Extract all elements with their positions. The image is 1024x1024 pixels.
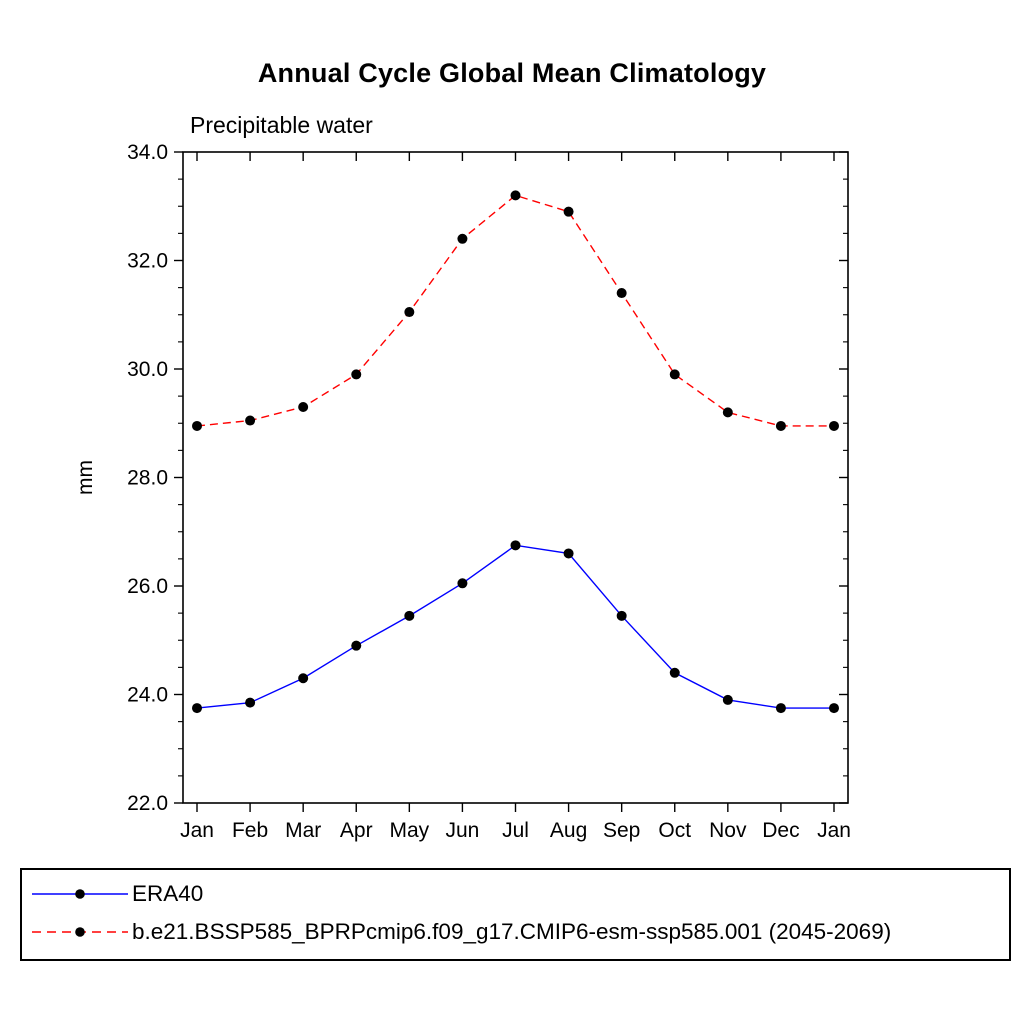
x-tick-label: May — [389, 819, 429, 842]
x-tick-label: Oct — [658, 819, 691, 842]
data-point — [563, 548, 574, 559]
y-tick-label: 28.0 — [127, 467, 168, 490]
data-point — [298, 401, 309, 412]
data-point — [192, 703, 202, 714]
x-tick-label: Dec — [762, 819, 799, 842]
data-point — [722, 407, 733, 418]
legend-item-era40: ERA40 — [30, 875, 1005, 913]
data-point — [563, 206, 574, 217]
data-point — [775, 703, 786, 714]
legend: ERA40 b.e21.BSSP585_BPRPcmip6.f09_g17.CM… — [20, 868, 1011, 961]
data-point — [457, 233, 468, 244]
x-tick-label: Jul — [502, 819, 529, 842]
legend-label-model: b.e21.BSSP585_BPRPcmip6.f09_g17.CMIP6-es… — [132, 919, 892, 944]
data-point — [510, 190, 521, 201]
data-point — [775, 420, 786, 431]
data-point — [722, 694, 733, 705]
y-tick-label: 24.0 — [127, 684, 168, 707]
data-point — [192, 420, 202, 431]
y-tick-label: 32.0 — [127, 250, 168, 273]
data-point — [298, 673, 309, 684]
y-axis-label: mm — [74, 460, 97, 495]
y-tick-label: 34.0 — [127, 141, 168, 164]
x-tick-label: Jun — [445, 819, 479, 842]
series-line-0 — [196, 544, 834, 709]
data-point — [829, 420, 839, 431]
x-tick-label: Feb — [232, 819, 268, 842]
plot-area: Jan Feb Mar Apr May Jun Jul Aug Sep Oct Nov Dec Jan 2… — [74, 141, 851, 842]
y-tick-label: 26.0 — [127, 575, 168, 598]
y-tick-label: 30.0 — [127, 358, 168, 381]
data-point — [245, 697, 256, 708]
legend-label-era40: ERA40 — [132, 881, 204, 906]
legend-item-model: b.e21.BSSP585_BPRPcmip6.f09_g17.CMIP6-es… — [30, 913, 1005, 951]
data-point — [404, 307, 415, 318]
data-point — [245, 415, 256, 426]
x-tick-label: Aug — [550, 819, 587, 842]
data-point — [510, 540, 521, 551]
data-point — [351, 640, 362, 651]
legend-solid-line-marker-icon — [32, 889, 128, 899]
series-line-1 — [196, 194, 834, 427]
x-tick-label: Nov — [709, 819, 747, 842]
plot-frame — [182, 151, 849, 804]
data-point — [669, 369, 680, 380]
data-point — [457, 578, 468, 589]
data-point — [351, 369, 362, 380]
x-tick-label: Jan — [180, 819, 214, 842]
x-tick-label: Sep — [603, 819, 640, 842]
data-point — [669, 667, 680, 678]
x-tick-label: Mar — [285, 819, 321, 842]
legend-dashed-line-marker-icon — [32, 927, 128, 937]
data-point — [404, 610, 415, 621]
data-point — [616, 288, 627, 299]
x-tick-label: Apr — [340, 819, 373, 842]
chart-subtitle: Precipitable water — [190, 112, 373, 138]
y-tick-label: 22.0 — [127, 792, 168, 815]
x-tick-label: Jan — [817, 819, 851, 842]
chart-title: Annual Cycle Global Mean Climatology — [257, 58, 767, 88]
data-point — [829, 703, 839, 714]
data-point — [616, 610, 627, 621]
